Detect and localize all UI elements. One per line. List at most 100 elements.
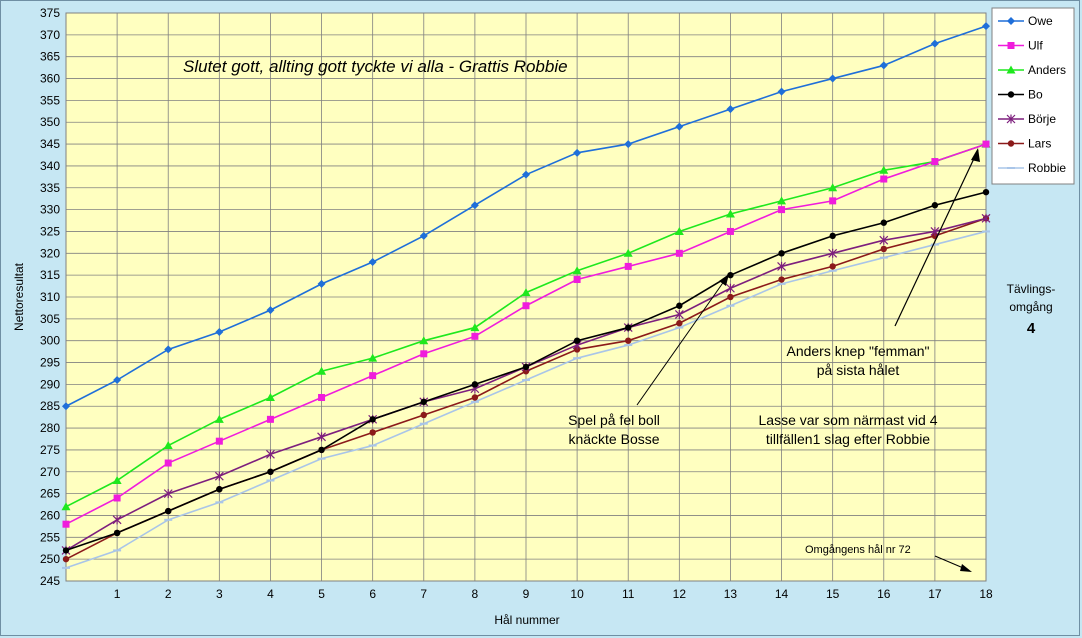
y-tick-label: 290 [40, 377, 60, 391]
data-point [1007, 42, 1015, 49]
data-point [266, 449, 275, 459]
data-point [930, 226, 940, 236]
data-point [981, 213, 991, 223]
y-tick-label: 285 [40, 399, 60, 413]
y-tick-label: 320 [40, 246, 60, 260]
data-point [318, 393, 326, 401]
data-point [725, 209, 735, 218]
x-tick-label: 10 [570, 587, 584, 601]
data-point [113, 376, 122, 385]
x-tick-label: 15 [826, 587, 840, 601]
data-point [419, 336, 429, 345]
data-point [317, 432, 326, 442]
data-point [470, 323, 480, 332]
data-point [778, 276, 785, 283]
data-point [369, 372, 377, 380]
data-point [1006, 114, 1016, 124]
data-point [522, 302, 530, 310]
data-point [777, 196, 787, 205]
data-point [675, 249, 683, 257]
data-point [164, 345, 173, 354]
x-tick-label: 9 [523, 587, 530, 601]
data-point [726, 105, 735, 114]
data-point [318, 446, 325, 454]
data-point [419, 231, 428, 240]
data-point [777, 261, 786, 271]
x-tick-label: 13 [724, 587, 738, 601]
x-tick-label: 11 [622, 587, 635, 601]
data-point [727, 271, 734, 279]
legend-item-lars: Lars [998, 137, 1051, 151]
y-tick-label: 355 [40, 93, 60, 107]
y-tick-label: 370 [40, 28, 60, 42]
data-point [879, 235, 889, 245]
data-point [215, 327, 224, 336]
data-point [727, 293, 734, 301]
data-point [265, 392, 275, 401]
data-point [163, 489, 173, 499]
y-tick-label: 325 [40, 224, 60, 238]
y-tick-label: 310 [40, 290, 60, 304]
data-point [879, 61, 888, 70]
y-tick-label: 330 [40, 203, 60, 217]
data-point [676, 320, 683, 327]
data-point [625, 337, 632, 344]
data-point [624, 140, 633, 149]
data-point [113, 494, 121, 502]
data-point [623, 248, 633, 257]
data-point [1006, 65, 1016, 74]
legend: Owe Ulf Anders Bo Börje Lars Robbie [991, 7, 1075, 185]
data-point [625, 324, 632, 331]
data-point [369, 429, 376, 436]
y-tick-label: 250 [40, 552, 60, 566]
annotation-anders-arrowhead [971, 148, 980, 162]
annotation-anders-arrow [894, 149, 979, 327]
data-point [214, 471, 224, 481]
legend-label: Ulf [1028, 39, 1043, 53]
data-point [521, 288, 531, 297]
annotation-hole72-arrowhead [960, 564, 972, 572]
data-point [420, 411, 427, 419]
data-point [1007, 17, 1015, 25]
data-point [982, 188, 990, 196]
data-point [62, 402, 70, 411]
y-tick-label: 350 [40, 115, 60, 129]
data-point [573, 337, 581, 344]
data-point [471, 332, 479, 340]
data-point [317, 366, 327, 375]
data-point [317, 279, 326, 288]
round-number: 4 [1027, 320, 1036, 337]
y-tick-label: 280 [40, 421, 60, 435]
series-robbie [62, 230, 990, 569]
series-bo [62, 188, 990, 554]
data-point [112, 476, 122, 485]
annotation-hole72: Omgångens hål nr 72 [805, 544, 972, 572]
data-point [573, 148, 582, 157]
x-tick-label: 14 [775, 587, 789, 601]
data-point [62, 520, 70, 528]
x-tick-label: 18 [979, 587, 993, 601]
legend-label: Lars [1028, 137, 1051, 151]
annotation-bosse-line1: Spel på fel boll [568, 412, 660, 428]
data-point [368, 258, 377, 267]
legend-item-börje: Börje [998, 112, 1056, 126]
y-tick-label: 265 [40, 487, 60, 501]
data-point [470, 201, 479, 210]
data-point [674, 226, 684, 235]
data-point [931, 202, 939, 209]
data-point [215, 437, 223, 445]
data-point [471, 381, 479, 388]
data-point [829, 232, 836, 240]
data-point [880, 219, 887, 226]
data-point [165, 507, 172, 515]
data-point [674, 309, 684, 319]
data-point [930, 39, 939, 48]
legend-label: Anders [1028, 63, 1066, 77]
data-point [778, 250, 785, 257]
data-point [62, 547, 70, 554]
y-tick-label: 335 [40, 181, 60, 195]
x-tick-label: 1 [114, 587, 121, 601]
series-ulf [62, 140, 990, 528]
